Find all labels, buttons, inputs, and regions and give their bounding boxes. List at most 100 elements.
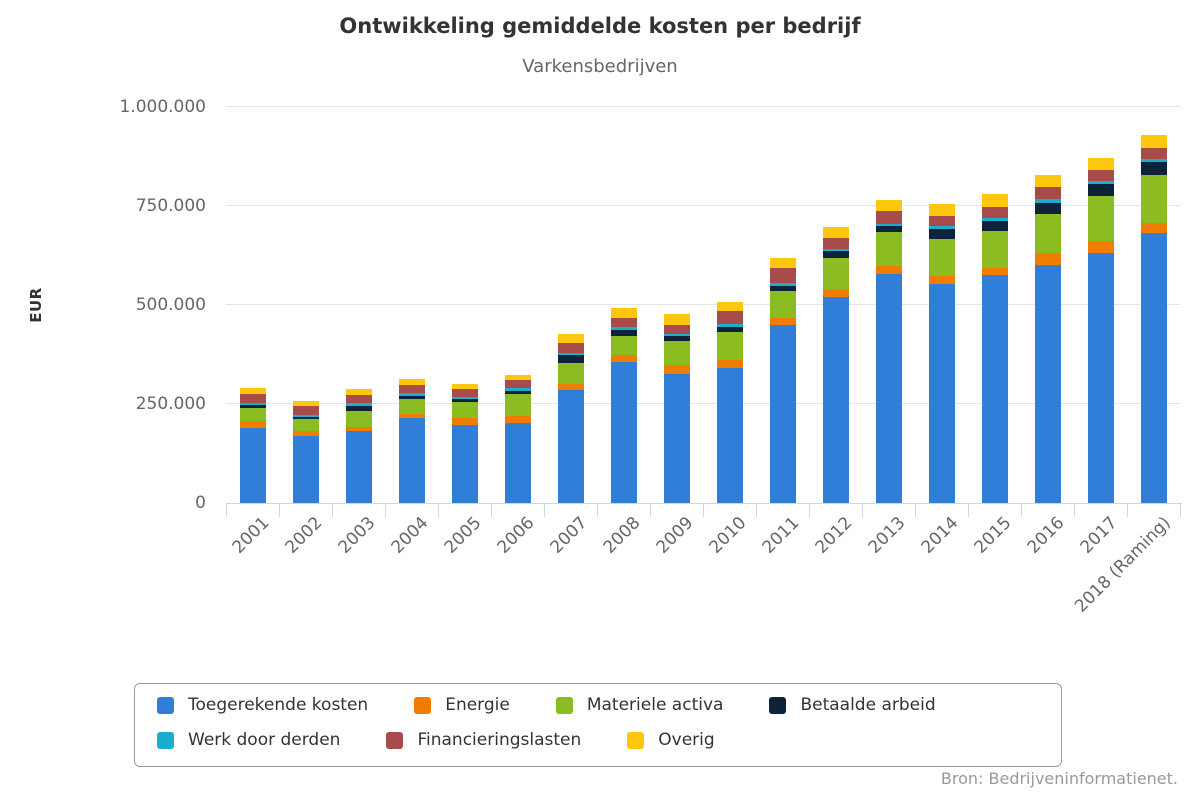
- bar-segment[interactable]: [875, 225, 902, 233]
- bar-segment[interactable]: [292, 417, 319, 420]
- bar-segment[interactable]: [1140, 222, 1167, 233]
- bar-segment[interactable]: [1034, 252, 1061, 265]
- bar-segment[interactable]: [292, 400, 319, 407]
- bar-segment[interactable]: [875, 199, 902, 212]
- bar-segment[interactable]: [875, 266, 902, 274]
- bar-segment[interactable]: [1034, 199, 1061, 203]
- bar-segment[interactable]: [663, 373, 690, 503]
- bar-segment[interactable]: [451, 425, 478, 503]
- bar-segment[interactable]: [451, 397, 478, 400]
- bar-segment[interactable]: [239, 404, 266, 408]
- bar-segment[interactable]: [769, 324, 796, 503]
- bar-segment[interactable]: [875, 232, 902, 267]
- bar-segment[interactable]: [557, 343, 584, 353]
- bar-segment[interactable]: [928, 284, 955, 503]
- bar-segment[interactable]: [1087, 252, 1114, 503]
- bar-segment[interactable]: [928, 215, 955, 227]
- bar-segment[interactable]: [610, 362, 637, 503]
- bar-segment[interactable]: [345, 430, 372, 503]
- bar-segment[interactable]: [1034, 202, 1061, 214]
- bar-segment[interactable]: [1087, 195, 1114, 242]
- bar-segment[interactable]: [981, 217, 1008, 222]
- bar-segment[interactable]: [504, 415, 531, 423]
- bar-segment[interactable]: [716, 302, 743, 312]
- bar-segment[interactable]: [557, 389, 584, 503]
- legend-item[interactable]: Materiele activa: [555, 695, 723, 715]
- bar-segment[interactable]: [610, 354, 637, 363]
- bar-segment[interactable]: [398, 395, 425, 400]
- bar-segment[interactable]: [981, 207, 1008, 218]
- bar-segment[interactable]: [822, 258, 849, 290]
- bar-segment[interactable]: [875, 211, 902, 224]
- bar-segment[interactable]: [398, 393, 425, 396]
- bar-segment[interactable]: [557, 354, 584, 363]
- bar-segment[interactable]: [822, 227, 849, 238]
- bar-segment[interactable]: [504, 422, 531, 503]
- bar-segment[interactable]: [451, 383, 478, 390]
- bar-segment[interactable]: [504, 394, 531, 416]
- bar-segment[interactable]: [928, 228, 955, 239]
- bar-segment[interactable]: [981, 268, 1008, 276]
- bar-segment[interactable]: [557, 383, 584, 390]
- bar-segment[interactable]: [398, 384, 425, 394]
- legend-item[interactable]: Financieringslasten: [386, 730, 581, 750]
- bar-segment[interactable]: [716, 332, 743, 360]
- bar-segment[interactable]: [928, 276, 955, 285]
- bar-segment[interactable]: [345, 403, 372, 406]
- bar-segment[interactable]: [822, 237, 849, 249]
- bar-segment[interactable]: [610, 329, 637, 336]
- bar-segment[interactable]: [1087, 170, 1114, 182]
- bar-segment[interactable]: [1140, 232, 1167, 503]
- bar-segment[interactable]: [451, 418, 478, 425]
- bar-segment[interactable]: [1087, 241, 1114, 253]
- bar-segment[interactable]: [239, 393, 266, 403]
- bar-segment[interactable]: [1087, 181, 1114, 185]
- bar-segment[interactable]: [610, 327, 637, 330]
- legend-item[interactable]: Toegerekende kosten: [157, 695, 368, 715]
- bar-segment[interactable]: [663, 364, 690, 374]
- bar-segment[interactable]: [663, 324, 690, 334]
- bar-segment[interactable]: [610, 335, 637, 355]
- bar-segment[interactable]: [345, 405, 372, 411]
- bar-segment[interactable]: [239, 428, 266, 503]
- bar-segment[interactable]: [1140, 148, 1167, 160]
- bar-segment[interactable]: [292, 406, 319, 415]
- bar-segment[interactable]: [822, 297, 849, 503]
- bar-segment[interactable]: [716, 324, 743, 328]
- bar-segment[interactable]: [663, 336, 690, 342]
- bar-segment[interactable]: [716, 327, 743, 333]
- bar-segment[interactable]: [1034, 264, 1061, 503]
- bar-segment[interactable]: [239, 407, 266, 422]
- legend-item[interactable]: Werk door derden: [157, 730, 340, 750]
- bar-segment[interactable]: [239, 402, 266, 405]
- bar-segment[interactable]: [875, 223, 902, 226]
- bar-segment[interactable]: [1140, 135, 1167, 149]
- bar-segment[interactable]: [345, 394, 372, 404]
- bar-segment[interactable]: [716, 367, 743, 503]
- bar-segment[interactable]: [557, 333, 584, 344]
- bar-segment[interactable]: [1087, 184, 1114, 196]
- bar-segment[interactable]: [292, 419, 319, 431]
- bar-segment[interactable]: [1034, 213, 1061, 253]
- bar-segment[interactable]: [928, 226, 955, 229]
- bar-segment[interactable]: [292, 436, 319, 503]
- bar-segment[interactable]: [663, 341, 690, 365]
- bar-segment[interactable]: [822, 248, 849, 252]
- bar-segment[interactable]: [928, 238, 955, 277]
- bar-segment[interactable]: [1140, 161, 1167, 176]
- bar-segment[interactable]: [663, 333, 690, 337]
- bar-segment[interactable]: [345, 410, 372, 427]
- legend-item[interactable]: Overig: [627, 730, 715, 750]
- bar-segment[interactable]: [769, 291, 796, 318]
- bar-segment[interactable]: [398, 418, 425, 503]
- bar-segment[interactable]: [239, 388, 266, 394]
- bar-segment[interactable]: [610, 317, 637, 327]
- bar-segment[interactable]: [1140, 159, 1167, 162]
- bar-segment[interactable]: [716, 311, 743, 325]
- bar-segment[interactable]: [875, 273, 902, 503]
- bar-segment[interactable]: [769, 267, 796, 283]
- bar-segment[interactable]: [345, 426, 372, 431]
- bar-segment[interactable]: [981, 221, 1008, 232]
- bar-segment[interactable]: [1034, 175, 1061, 188]
- bar-segment[interactable]: [451, 402, 478, 419]
